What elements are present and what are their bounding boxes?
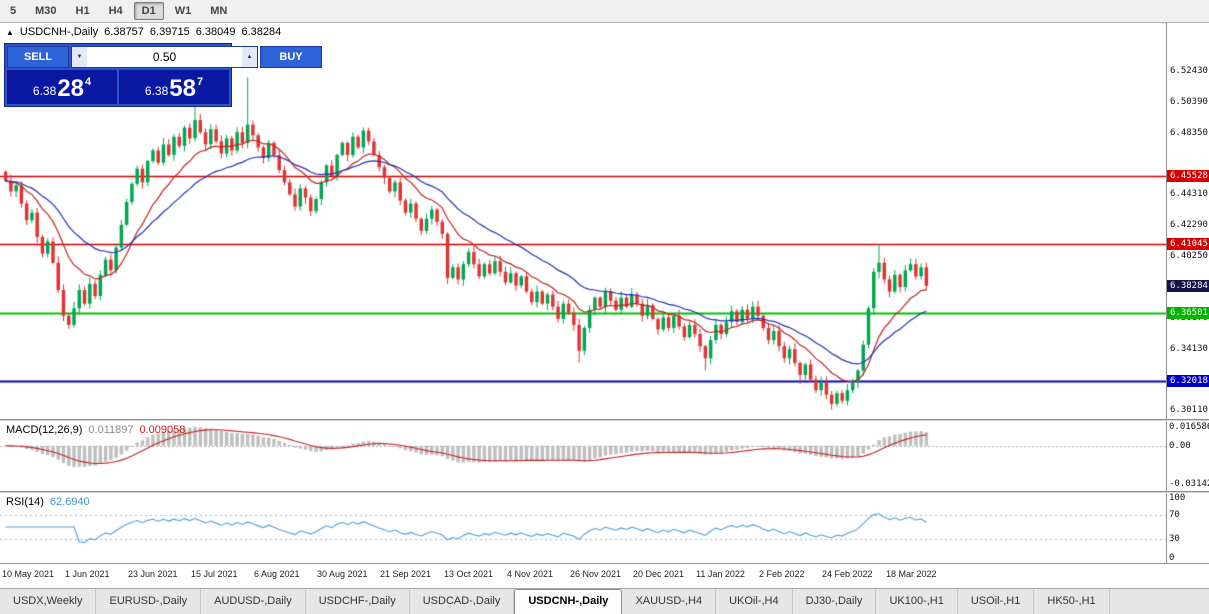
macd-signal-value: 0.009058 <box>139 424 186 436</box>
ohlc-close: 6.38284 <box>241 26 282 38</box>
macd-main-value: 0.011897 <box>88 424 134 436</box>
ohlc-high: 6.39715 <box>149 26 190 38</box>
timeframe-5[interactable]: 5 <box>10 5 17 17</box>
chart-symbol-label: USDCNH-,Daily <box>19 26 99 38</box>
lot-size-input[interactable] <box>87 47 242 67</box>
tab-usoil-h1[interactable]: USOil-,H1 <box>958 589 1035 614</box>
price-axis-label: 6.34130 <box>1170 344 1208 354</box>
date-axis: 10 May 2021 1 Jun 2021 23 Jun 2021 15 Jul 2… <box>0 563 1209 588</box>
macd-rsi-splitter[interactable] <box>0 491 1209 493</box>
price-badge: 6.32018 <box>1167 375 1209 387</box>
tab-usdchf-daily[interactable]: USDCHF-,Daily <box>306 589 410 614</box>
ohlc-header: ▲ USDCNH-,Daily 6.38757 6.39715 6.38049 … <box>6 26 281 38</box>
tab-uk100-h1[interactable]: UK100-,H1 <box>876 589 958 614</box>
collapse-triangle-icon[interactable]: ▲ <box>6 27 14 37</box>
tab-audusd-daily[interactable]: AUDUSD-,Daily <box>201 589 306 614</box>
one-click-trading-panel: SELL ▼ ▲ BUY 6.38 28 4 6.38 58 7 <box>4 43 322 107</box>
timeframe-toolbar: 5 M30 H1 H4 D1 W1 MN <box>0 0 1209 23</box>
buy-price-big: 58 <box>169 75 196 102</box>
buy-price-small: 6.38 <box>144 84 169 98</box>
price-axis-label: 6.44310 <box>1170 189 1208 199</box>
date-axis-label: 15 Jul 2021 <box>191 569 238 579</box>
sell-button[interactable]: SELL <box>7 46 69 68</box>
date-axis-label: 11 Jan 2022 <box>696 569 745 579</box>
date-axis-label: 30 Aug 2021 <box>317 569 368 579</box>
macd-label: MACD(12,26,9) 0.011897 0.009058 <box>6 424 185 436</box>
rsi-axis-70: 70 <box>1169 510 1180 520</box>
chart-window: ▲ USDCNH-,Daily 6.38757 6.39715 6.38049 … <box>0 23 1209 588</box>
ohlc-low: 6.38049 <box>195 26 236 38</box>
timeframe-h4[interactable]: H4 <box>108 5 123 17</box>
rsi-canvas[interactable] <box>0 493 1166 563</box>
lot-increase-icon[interactable]: ▲ <box>242 47 257 67</box>
price-axis-label: 6.30110 <box>1170 405 1208 415</box>
date-axis-label: 2 Feb 2022 <box>759 569 805 579</box>
price-axis-label: 6.50390 <box>1170 97 1208 107</box>
sell-price-button[interactable]: 6.38 28 4 <box>7 70 117 104</box>
timeframe-d1[interactable]: D1 <box>133 2 164 20</box>
ohlc-open: 6.38757 <box>104 26 144 38</box>
date-axis-label: 20 Dec 2021 <box>633 569 685 579</box>
date-axis-label: 13 Oct 2021 <box>444 569 494 579</box>
tab-usdx-weekly[interactable]: USDX,Weekly <box>0 589 97 614</box>
tab-xauusd-h4[interactable]: XAUUSD-,H4 <box>622 589 717 614</box>
lot-decrease-icon[interactable]: ▼ <box>72 47 87 67</box>
price-badge: 6.41045 <box>1167 238 1209 250</box>
macd-axis-max: 0.016586 <box>1169 422 1209 432</box>
rsi-axis-0: 0 <box>1169 553 1175 563</box>
date-axis-label: 10 May 2021 <box>2 569 55 579</box>
price-badge: 6.36501 <box>1167 307 1209 319</box>
chart-tabs-bar: USDX,Weekly EURUSD-,Daily AUDUSD-,Daily USD… <box>0 588 1209 614</box>
rsi-name: RSI(14) <box>6 496 44 508</box>
date-axis-label: 4 Nov 2021 <box>507 569 554 579</box>
date-axis-label: 21 Sep 2021 <box>380 569 432 579</box>
date-axis-label: 26 Nov 2021 <box>570 569 622 579</box>
buy-price-button[interactable]: 6.38 58 7 <box>119 70 229 104</box>
sell-price-pip: 4 <box>84 76 92 88</box>
rsi-axis-30: 30 <box>1169 534 1180 544</box>
price-macd-splitter[interactable] <box>0 419 1209 421</box>
rsi-value: 62.6940 <box>49 496 90 508</box>
date-axis-label: 1 Jun 2021 <box>65 569 110 579</box>
timeframe-m30[interactable]: M30 <box>35 5 57 17</box>
timeframe-h1[interactable]: H1 <box>75 5 90 17</box>
tab-ukoil-h4[interactable]: UKOil-,H4 <box>716 589 793 614</box>
tab-eurusd-daily[interactable]: EURUSD-,Daily <box>96 589 202 614</box>
macd-axis-min: -0.031421 <box>1169 479 1209 489</box>
tab-hk50-h1[interactable]: HK50-,H1 <box>1034 589 1110 614</box>
price-axis-label: 6.42290 <box>1170 220 1208 230</box>
price-axis-label: 6.40250 <box>1170 251 1208 261</box>
sell-price-small: 6.38 <box>32 84 57 98</box>
lot-size-spinner: ▼ ▲ <box>71 46 258 68</box>
timeframe-mn[interactable]: MN <box>210 5 228 17</box>
date-axis-label: 24 Feb 2022 <box>822 569 873 579</box>
price-axis-label: 6.52430 <box>1170 66 1208 76</box>
price-badge: 6.45528 <box>1167 170 1209 182</box>
buy-price-pip: 7 <box>196 76 204 88</box>
macd-name: MACD(12,26,9) <box>6 424 83 436</box>
price-badge: 6.38284 <box>1167 280 1209 292</box>
price-axis: 6.52430 6.50390 6.48350 6.44310 6.42290 6.402… <box>1166 23 1209 563</box>
price-axis-label: 6.48350 <box>1170 128 1208 138</box>
rsi-axis-100: 100 <box>1169 493 1186 503</box>
tab-usdcnh-daily[interactable]: USDCNH-,Daily <box>514 589 623 614</box>
macd-canvas[interactable] <box>0 421 1166 491</box>
timeframe-w1[interactable]: W1 <box>174 5 192 17</box>
rsi-label: RSI(14) 62.6940 <box>6 496 90 508</box>
sell-price-big: 28 <box>57 75 84 102</box>
date-axis-label: 23 Jun 2021 <box>128 569 178 579</box>
macd-axis-zero: 0.00 <box>1169 441 1191 451</box>
date-axis-label: 6 Aug 2021 <box>254 569 300 579</box>
buy-button[interactable]: BUY <box>260 46 322 68</box>
tab-dj30-daily[interactable]: DJ30-,Daily <box>793 589 877 614</box>
date-axis-label: 18 Mar 2022 <box>886 569 937 579</box>
tab-usdcad-daily[interactable]: USDCAD-,Daily <box>410 589 515 614</box>
